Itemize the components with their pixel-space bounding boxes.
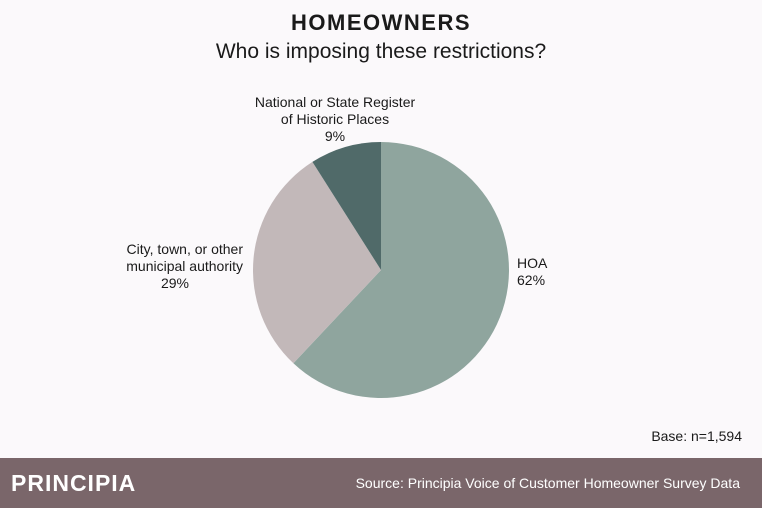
chart-title: HOMEOWNERS: [291, 10, 471, 35]
slice-value-label: 29%: [161, 275, 189, 291]
slice-category-label: municipal authority: [126, 258, 243, 274]
chart-subtitle: Who is imposing these restrictions?: [215, 40, 547, 63]
slice-value-label: 9%: [325, 128, 345, 144]
slice-category-label: National or State Register: [255, 94, 416, 110]
slice-category-label: City, town, or other: [127, 241, 244, 257]
pie-slice-national-or-state-register-of-historic-places: [312, 142, 381, 270]
principia-logo: PRINCIPIA: [11, 470, 137, 496]
pie-slice-city-town-or-other-municipal-authority: [253, 161, 381, 364]
slice-category-label: HOA: [517, 255, 548, 271]
pie-slice-hoa: [293, 142, 509, 398]
source-note: Source: Principia Voice of Customer Home…: [355, 475, 740, 491]
slice-category-label: of Historic Places: [281, 111, 389, 127]
pie-chart: HOA 62% City, town, or other municipal auth…: [126, 94, 548, 398]
slice-label-city-town-or-other-municipal-authority: City, town, or other municipal authority 2…: [126, 241, 243, 291]
base-note: Base: n=1,594: [651, 428, 742, 444]
slice-label-hoa: HOA 62%: [517, 255, 548, 288]
footer-bar: PRINCIPIA Source: Principia Voice of Cus…: [0, 458, 762, 508]
slice-value-label: 62%: [517, 272, 545, 288]
slice-label-national-or-state-register-of-historic-places: National or State Register of Historic Pl…: [255, 94, 416, 144]
